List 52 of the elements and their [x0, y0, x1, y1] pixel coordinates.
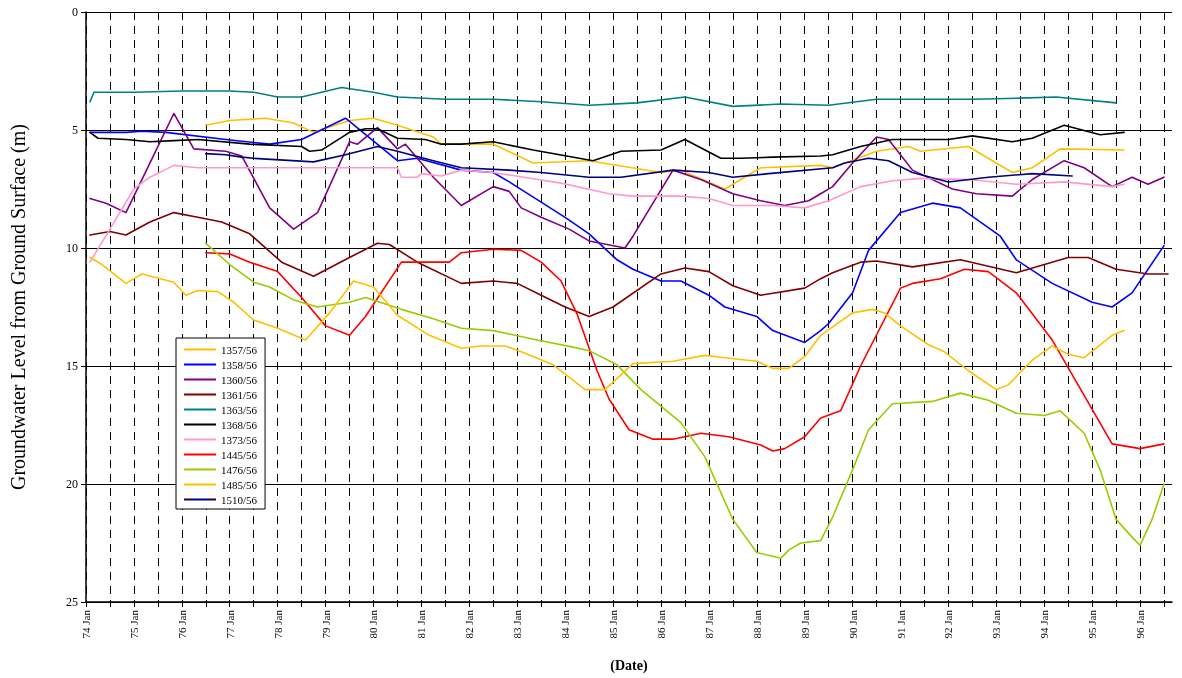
- legend-label: 1373/56: [221, 433, 258, 446]
- legend-label: 1357/56: [221, 343, 258, 356]
- x-tick-label: 95 Jan: [1086, 609, 1099, 639]
- x-tick-label: 79 Jan: [319, 609, 332, 639]
- legend-label: 1368/56: [221, 418, 258, 431]
- x-tick-label: 82 Jan: [463, 609, 476, 639]
- x-tick-label: 85 Jan: [607, 609, 620, 639]
- x-tick-label: 84 Jan: [559, 609, 572, 639]
- line-series: [204, 117, 1125, 190]
- line-series: [89, 112, 1165, 249]
- x-axis-title: (Date): [610, 657, 648, 674]
- x-tick-label: 93 Jan: [990, 609, 1003, 639]
- x-tick-label: 96 Jan: [1134, 609, 1147, 639]
- legend-label: 1476/56: [221, 463, 258, 476]
- x-tick-label: 90 Jan: [846, 609, 859, 639]
- x-tick-label: 89 Jan: [798, 609, 811, 639]
- x-tick-label: 81 Jan: [415, 609, 428, 639]
- x-tick-label: 76 Jan: [175, 609, 188, 639]
- y-tick-label: 5: [72, 123, 78, 137]
- y-axis-title: Groundwater Level from Ground Surface (m): [7, 124, 30, 490]
- x-tick-label: 87 Jan: [702, 609, 715, 639]
- line-series: [89, 86, 1117, 108]
- line-series: [89, 117, 1165, 344]
- x-tick-label: 94 Jan: [1038, 609, 1051, 639]
- legend-label: 1360/56: [221, 373, 258, 386]
- y-tick-label: 0: [72, 5, 78, 19]
- y-tick-label: 20: [66, 477, 78, 491]
- y-tick-label: 10: [66, 241, 78, 255]
- x-tick-label: 91 Jan: [894, 609, 907, 639]
- x-tick-label: 86 Jan: [654, 609, 667, 639]
- line-series: [89, 164, 1125, 263]
- y-tick-label: 15: [66, 359, 78, 373]
- legend-label: 1485/56: [221, 478, 258, 491]
- x-tick-label: 83 Jan: [511, 609, 524, 639]
- legend-label: 1445/56: [221, 448, 258, 461]
- x-tick-label: 78 Jan: [271, 609, 284, 639]
- line-series: [204, 145, 1073, 183]
- x-tick-label: 88 Jan: [750, 609, 763, 639]
- x-tick-label: 75 Jan: [127, 609, 140, 639]
- line-series: [204, 248, 1165, 452]
- line-series: [204, 242, 1165, 560]
- legend-label: 1510/56: [221, 493, 258, 506]
- line-series: [89, 256, 1125, 391]
- x-tick-label: 74 Jan: [80, 609, 92, 639]
- legend-label: 1363/56: [221, 403, 258, 416]
- x-tick-label: 92 Jan: [942, 609, 955, 639]
- x-tick-label: 80 Jan: [367, 609, 380, 639]
- legend-label: 1361/56: [221, 388, 258, 401]
- x-tick-label: 77 Jan: [223, 609, 236, 639]
- y-tick-label: 25: [66, 595, 78, 609]
- line-series: [89, 211, 1169, 318]
- legend-label: 1358/56: [221, 358, 258, 371]
